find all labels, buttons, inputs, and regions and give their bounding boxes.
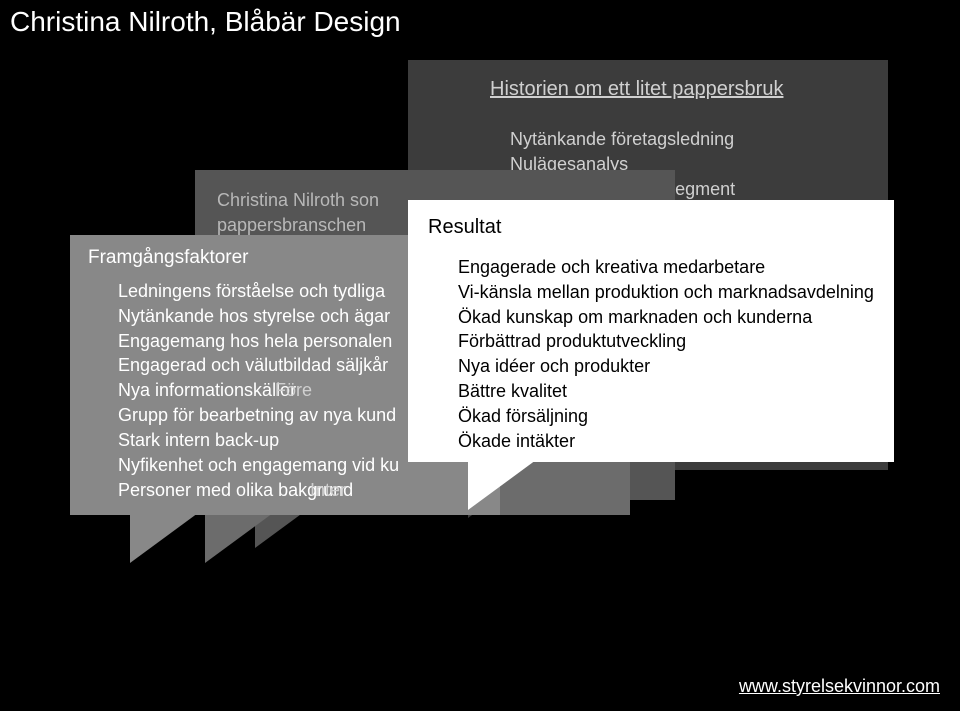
page-title: Christina Nilroth, Blåbär Design bbox=[10, 6, 401, 38]
bubble5-line: Engagerade och kreativa medarbetare bbox=[428, 255, 874, 280]
bubble5-line: Vi-känsla mellan produktion och marknads… bbox=[428, 280, 874, 305]
bubble-resultat: Resultat Engagerade och kreativa medarbe… bbox=[408, 200, 894, 462]
bubble4-line: Personer med olika bakgrund bbox=[88, 478, 482, 503]
bubble5-line: Ökad försäljning bbox=[428, 404, 874, 429]
bubble1-heading: Historien om ett litet pappersbruk bbox=[430, 78, 866, 101]
footer-link[interactable]: www.styrelsekvinnor.com bbox=[739, 676, 940, 697]
bubble5-heading: Resultat bbox=[428, 216, 874, 239]
bubble5-line: Bättre kvalitet bbox=[428, 379, 874, 404]
bubble1-line: Nytänkande företagsledning bbox=[430, 127, 866, 152]
bubble5-line: Nya idéer och produkter bbox=[428, 354, 874, 379]
bubble5-line: Ökade intäkter bbox=[428, 429, 874, 454]
bubble5-line: Förbättrad produktutveckling bbox=[428, 329, 874, 354]
bubble5-line: Ökad kunskap om marknaden och kunderna bbox=[428, 305, 874, 330]
